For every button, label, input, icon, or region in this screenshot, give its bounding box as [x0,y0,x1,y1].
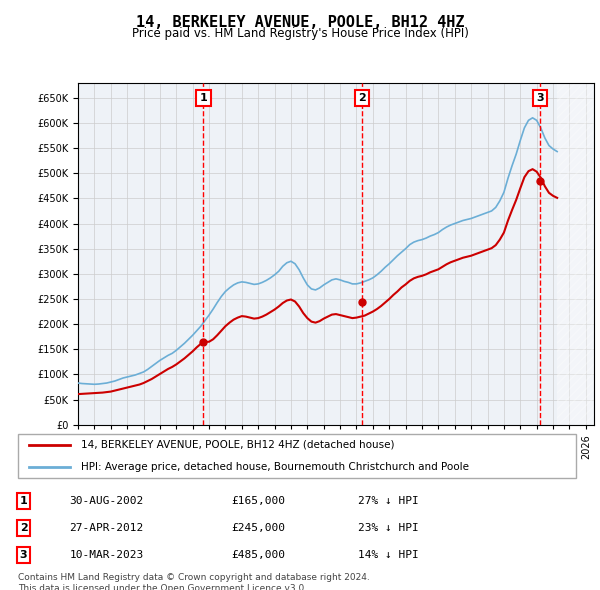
Text: 3: 3 [536,93,544,103]
Text: £165,000: £165,000 [231,496,285,506]
Text: Contains HM Land Registry data © Crown copyright and database right 2024.
This d: Contains HM Land Registry data © Crown c… [18,573,370,590]
Text: 10-MAR-2023: 10-MAR-2023 [70,550,144,560]
Text: 1: 1 [200,93,208,103]
FancyBboxPatch shape [18,434,577,478]
Text: 14% ↓ HPI: 14% ↓ HPI [358,550,418,560]
Text: 2: 2 [20,523,28,533]
Text: 14, BERKELEY AVENUE, POOLE, BH12 4HZ: 14, BERKELEY AVENUE, POOLE, BH12 4HZ [136,15,464,30]
Text: 3: 3 [20,550,28,560]
Text: 1: 1 [20,496,28,506]
Text: 14, BERKELEY AVENUE, POOLE, BH12 4HZ (detached house): 14, BERKELEY AVENUE, POOLE, BH12 4HZ (de… [81,440,395,450]
Text: 27-APR-2012: 27-APR-2012 [70,523,144,533]
Text: 2: 2 [358,93,365,103]
Text: 27% ↓ HPI: 27% ↓ HPI [358,496,418,506]
Bar [557,83,594,425]
Text: Price paid vs. HM Land Registry's House Price Index (HPI): Price paid vs. HM Land Registry's House … [131,27,469,40]
Text: 30-AUG-2002: 30-AUG-2002 [70,496,144,506]
Text: £485,000: £485,000 [231,550,285,560]
Text: HPI: Average price, detached house, Bournemouth Christchurch and Poole: HPI: Average price, detached house, Bour… [81,462,469,472]
Text: 23% ↓ HPI: 23% ↓ HPI [358,523,418,533]
Text: £245,000: £245,000 [231,523,285,533]
